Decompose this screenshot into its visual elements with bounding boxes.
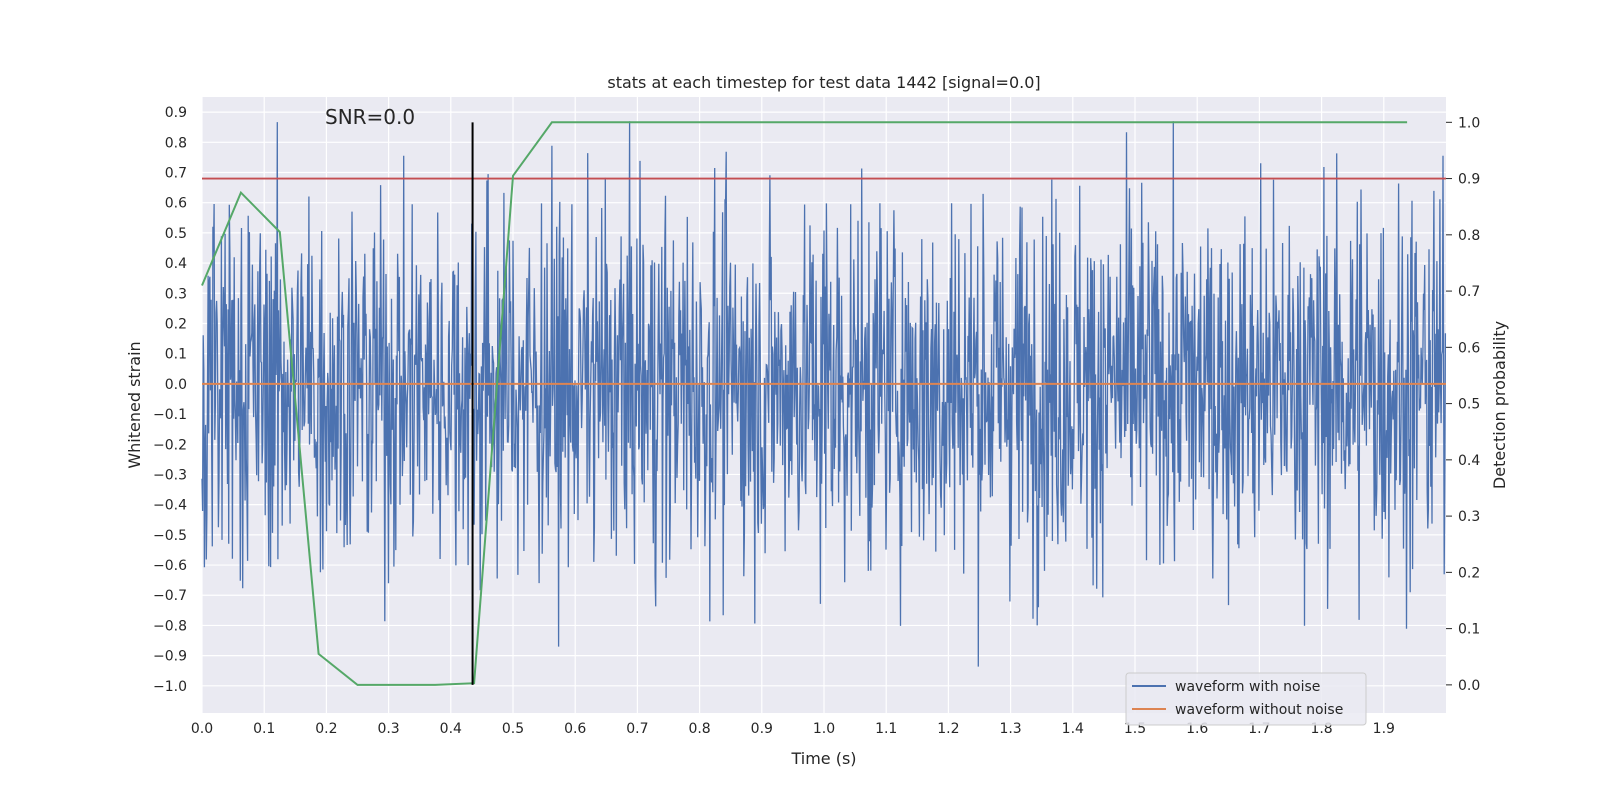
x-tick-label: 0.5 bbox=[502, 721, 524, 737]
series-waveform-with-noise bbox=[201, 121, 1447, 667]
x-tick-label: 0.0 bbox=[191, 721, 213, 737]
y2-axis-ticks: 1.0 0.9 0.8 0.7 0.6 0.5 0.4 0.3 0.2 0.1 0.0 bbox=[1446, 115, 1480, 694]
x-tick-label: 0.8 bbox=[688, 721, 710, 737]
y-tick-label: 0.1 bbox=[165, 347, 187, 363]
y-tick-label: 0.8 bbox=[165, 135, 187, 151]
y2-tick-label: 0.1 bbox=[1458, 622, 1480, 638]
x-tick-label: 0.9 bbox=[751, 721, 773, 737]
y-tick-label: 0.7 bbox=[165, 165, 187, 181]
y-axis-ticks: 0.9 0.8 0.7 0.6 0.5 0.4 0.3 0.2 0.1 0.0 −0.1 −0.2 −0… bbox=[153, 105, 187, 695]
y2-tick-label: 1.0 bbox=[1458, 115, 1480, 131]
y-tick-label: −0.7 bbox=[153, 588, 187, 604]
y2-tick-label: 0.2 bbox=[1458, 565, 1480, 581]
y2-tick-label: 0.7 bbox=[1458, 284, 1480, 300]
y-tick-label: −0.6 bbox=[153, 558, 187, 574]
x-tick-label: 0.1 bbox=[253, 721, 275, 737]
y-tick-label: −0.3 bbox=[153, 467, 187, 483]
legend-label-noise: waveform with noise bbox=[1175, 679, 1320, 695]
y-tick-label: −0.2 bbox=[153, 437, 187, 453]
y-tick-label: 0.0 bbox=[165, 377, 187, 393]
y-tick-label: 0.5 bbox=[165, 226, 187, 242]
y2-tick-label: 0.3 bbox=[1458, 509, 1480, 525]
y-tick-label: 0.2 bbox=[165, 316, 187, 332]
y2-tick-label: 0.6 bbox=[1458, 340, 1480, 356]
y-tick-label: 0.6 bbox=[165, 196, 187, 212]
x-tick-label: 0.7 bbox=[626, 721, 648, 737]
y-tick-label: −0.4 bbox=[153, 498, 187, 514]
y-tick-label: −0.5 bbox=[153, 528, 187, 544]
y-tick-label: 0.3 bbox=[165, 286, 187, 302]
x-tick-label: 1.9 bbox=[1373, 721, 1395, 737]
y2-tick-label: 0.8 bbox=[1458, 228, 1480, 244]
snr-annotation: SNR=0.0 bbox=[325, 105, 415, 129]
chart-title: stats at each timestep for test data 144… bbox=[607, 73, 1040, 92]
y-tick-label: −1.0 bbox=[153, 679, 187, 695]
legend-box bbox=[1125, 672, 1367, 726]
x-tick-label: 1.3 bbox=[999, 721, 1021, 737]
x-tick-label: 1.0 bbox=[813, 721, 835, 737]
plot-series bbox=[201, 121, 1447, 686]
x-tick-label: 1.1 bbox=[875, 721, 897, 737]
y-tick-label: 0.4 bbox=[165, 256, 187, 272]
x-tick-label: 0.6 bbox=[564, 721, 586, 737]
y-tick-label: −0.9 bbox=[153, 649, 187, 665]
x-tick-label: 0.4 bbox=[440, 721, 462, 737]
y2-tick-label: 0.4 bbox=[1458, 453, 1480, 469]
y-tick-label: −0.8 bbox=[153, 618, 187, 634]
x-tick-label: 0.2 bbox=[315, 721, 337, 737]
y2-tick-label: 0.9 bbox=[1458, 172, 1480, 188]
legend-label-clean: waveform without noise bbox=[1175, 702, 1343, 718]
x-axis-label: Time (s) bbox=[790, 749, 856, 768]
legend: waveform with noise waveform without noi… bbox=[1125, 672, 1367, 726]
y-tick-label: −0.1 bbox=[153, 407, 187, 423]
y2-tick-label: 0.5 bbox=[1458, 397, 1480, 413]
y2-tick-label: 0.0 bbox=[1458, 678, 1480, 694]
x-tick-label: 0.3 bbox=[377, 721, 399, 737]
x-tick-label: 1.4 bbox=[1062, 721, 1084, 737]
y-tick-label: 0.9 bbox=[165, 105, 187, 121]
y2-axis-label: Detection probability bbox=[1490, 321, 1509, 489]
x-tick-label: 1.2 bbox=[937, 721, 959, 737]
series-detection-probability bbox=[201, 121, 1408, 686]
y-axis-label: Whitened strain bbox=[125, 341, 144, 468]
